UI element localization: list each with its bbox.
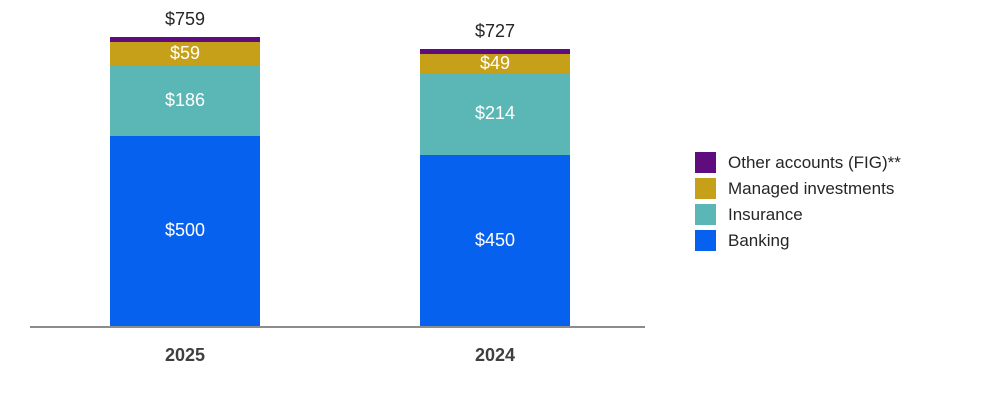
segment-value-label: $49: [479, 53, 511, 74]
segment-insurance-2025: $186: [110, 64, 260, 136]
legend-item: Managed investments: [695, 178, 901, 199]
segment-managed-investments-2024: $49: [420, 53, 570, 74]
legend-label: Other accounts (FIG)**: [728, 152, 901, 172]
legend-item: Other accounts (FIG)**: [695, 152, 901, 173]
segment-value-label: $59: [169, 42, 201, 63]
legend-item: Insurance: [695, 204, 901, 225]
x-axis-line: [30, 326, 645, 328]
segment-banking-2024: $450: [420, 154, 570, 326]
legend-swatch: [695, 152, 716, 173]
segment-value-label: $214: [474, 103, 516, 124]
segment-insurance-2024: $214: [420, 73, 570, 155]
segment-value-label: $500: [164, 220, 206, 241]
legend-label: Managed investments: [728, 178, 895, 198]
bar-2025: $500 $186 $59: [110, 36, 260, 326]
legend-item: Banking: [695, 230, 901, 251]
chart-legend: Other accounts (FIG)** Managed investment…: [695, 152, 901, 251]
legend-swatch: [695, 230, 716, 251]
bar-total-label: $759: [164, 8, 206, 29]
x-axis-label: 2025: [164, 345, 206, 365]
segment-value-label: $450: [474, 229, 516, 250]
legend-label: Insurance: [728, 204, 803, 224]
bar-2024: $450 $214 $49: [420, 49, 570, 326]
legend-swatch: [695, 178, 716, 199]
legend-label: Banking: [728, 230, 790, 250]
segment-other-accounts-fig-2025: [110, 36, 260, 43]
bar-total-label: $727: [474, 21, 516, 41]
segment-banking-2025: $500: [110, 135, 260, 326]
legend-swatch: [695, 204, 716, 225]
segment-value-label: $186: [164, 89, 206, 110]
segment-other-accounts-fig-2024: [420, 49, 570, 55]
segment-managed-investments-2025: $59: [110, 42, 260, 65]
x-axis-label: 2024: [474, 345, 516, 365]
